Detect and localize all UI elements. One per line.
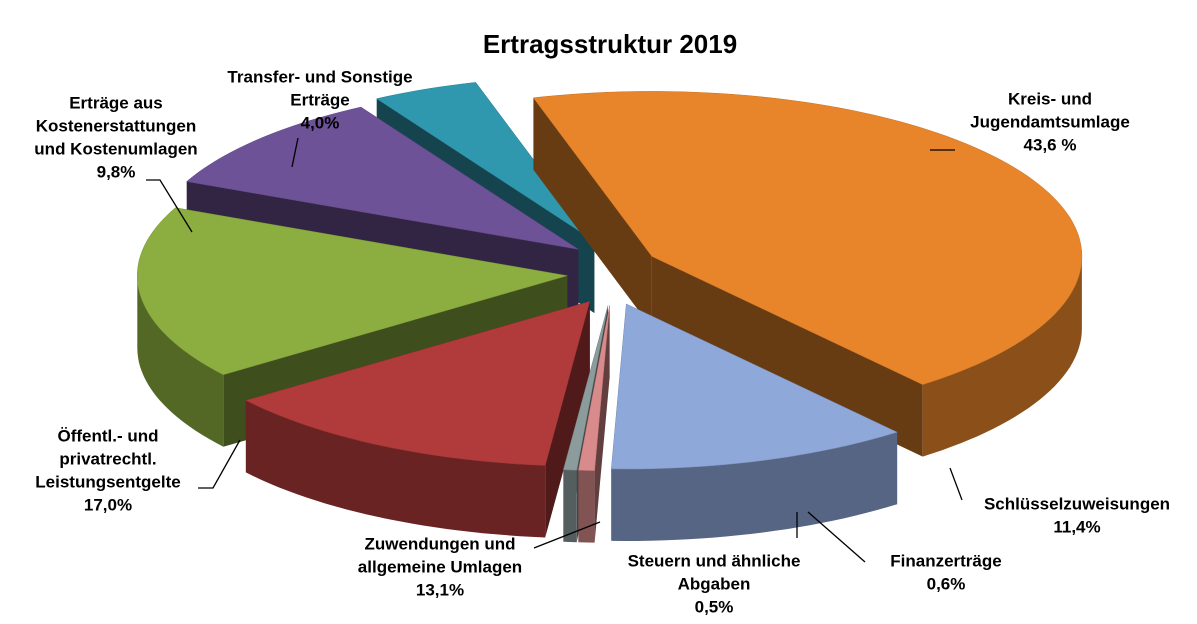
slice-label: Erträge aus [69,93,163,112]
slice-label: privatrechtl. [59,449,156,468]
leader-line [949,467,963,501]
slice-top [245,301,591,466]
leader-line [533,521,601,549]
slice-label: Kreis- und [1008,89,1092,108]
slice-label: Abgaben [678,574,751,593]
value-label: 0,6% [927,574,966,593]
slice-side [563,469,577,543]
value-label: 13,1% [416,580,464,599]
slice-label: Finanzerträge [890,551,1001,570]
slice-side [137,275,224,447]
slice-label: und Kostenumlagen [34,139,197,158]
leader-line [198,439,241,489]
slice-top [532,91,1083,385]
slice-top [376,82,595,242]
slice [611,303,898,541]
slice [245,301,591,538]
slice-side [922,256,1082,457]
leader-line [146,179,193,233]
slice-label: Zuwendungen und [364,534,515,553]
slice-label: allgemeine Umlagen [358,557,522,576]
value-label: 43,6 % [1024,135,1077,154]
slice-label: Steuern und ähnliche [628,551,801,570]
value-label: 9,8% [97,162,136,181]
slice-side [611,432,898,541]
slice-top [578,305,610,471]
slice-label: Transfer- und Sonstige [227,67,412,86]
value-label: 11,4% [1053,517,1100,536]
slice [532,91,1083,457]
slice-label: Leistungsentgelte [35,472,180,491]
value-label: 17,0% [84,495,132,514]
slice-label: Erträge [290,90,350,109]
slice-label: Jugendamtsumlage [970,112,1130,131]
slice-label: Kostenerstattungen [36,116,197,135]
slice-top [137,207,568,375]
value-label: 4,0% [301,113,340,132]
slice-top [611,303,898,470]
value-label: 0,5% [695,597,734,616]
slice-label: Schlüsselzuweisungen [984,494,1170,513]
slice-cut-face [651,256,923,457]
slice [578,305,610,543]
slice-side [245,400,546,538]
slice-top [186,106,579,250]
leader-line [291,137,299,168]
slice-top [563,305,609,471]
chart-title: Ertragsstruktur 2019 [483,29,737,59]
slice-cut-face [533,97,652,329]
slice-side [578,470,595,543]
leader-line [807,511,866,563]
slice-label: Öffentl.- und [57,426,158,445]
